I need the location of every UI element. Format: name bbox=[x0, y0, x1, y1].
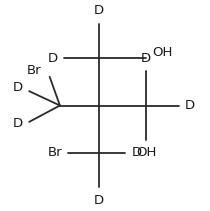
Text: D: D bbox=[132, 146, 142, 159]
Text: D: D bbox=[94, 4, 104, 17]
Text: Br: Br bbox=[47, 146, 62, 159]
Text: D: D bbox=[48, 52, 58, 65]
Text: D: D bbox=[94, 194, 104, 207]
Text: D: D bbox=[185, 99, 195, 112]
Text: D: D bbox=[13, 81, 23, 93]
Text: Br: Br bbox=[27, 64, 41, 77]
Text: D: D bbox=[13, 118, 23, 130]
Text: OH: OH bbox=[136, 146, 156, 160]
Text: OH: OH bbox=[152, 46, 173, 59]
Text: D: D bbox=[141, 51, 151, 65]
